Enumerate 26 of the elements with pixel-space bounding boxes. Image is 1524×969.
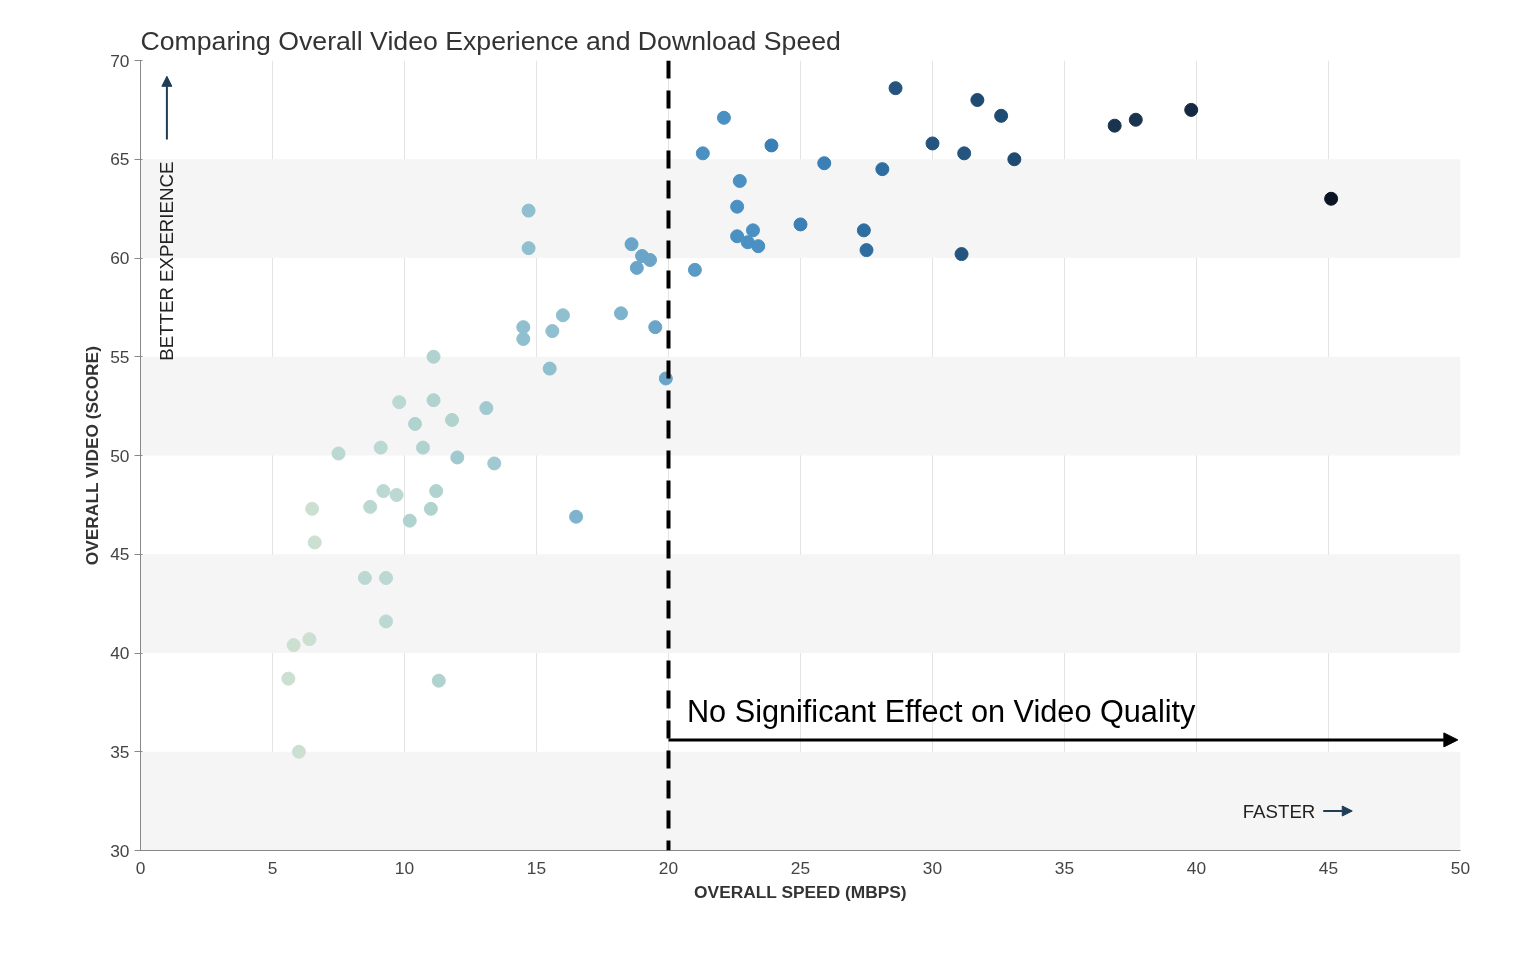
x-tick-label: 45 [1318,857,1339,878]
y-tick-label: 40 [110,643,130,663]
x-tick-label: 0 [135,857,146,878]
chart-title: Comparing Overall Video Experience and Download Speed [140,25,841,56]
x-tick-label: 5 [267,857,278,878]
y-tick-label: 35 [110,741,130,762]
x-tick-label: 20 [658,857,679,878]
y-tick-label: 45 [110,544,130,565]
x-tick-label: 15 [526,857,547,878]
y-tick-label: 55 [110,346,130,367]
annotation: BETTER EXPERIENCE [156,161,178,361]
x-tick-label: 30 [922,857,943,878]
x-tick-label: 50 [1450,857,1471,878]
x-axis-title: OVERALL SPEED (MBPS) [694,881,907,902]
x-tick-label: 25 [790,857,811,878]
annotation: FASTER [1242,800,1316,822]
x-tick-label: 35 [1054,857,1075,878]
annotation: No Significant Effect on Video Quality [686,693,1197,729]
x-tick-label: 10 [394,857,415,878]
y-axis-title: OVERALL VIDEO (SCORE) [82,346,103,566]
y-tick-label: 65 [110,149,130,170]
y-tick-label: 60 [110,248,130,268]
y-tick-label: 30 [110,840,130,861]
y-tick-label: 70 [110,50,130,71]
x-tick-label: 40 [1186,857,1207,878]
y-tick-label: 50 [110,445,130,466]
